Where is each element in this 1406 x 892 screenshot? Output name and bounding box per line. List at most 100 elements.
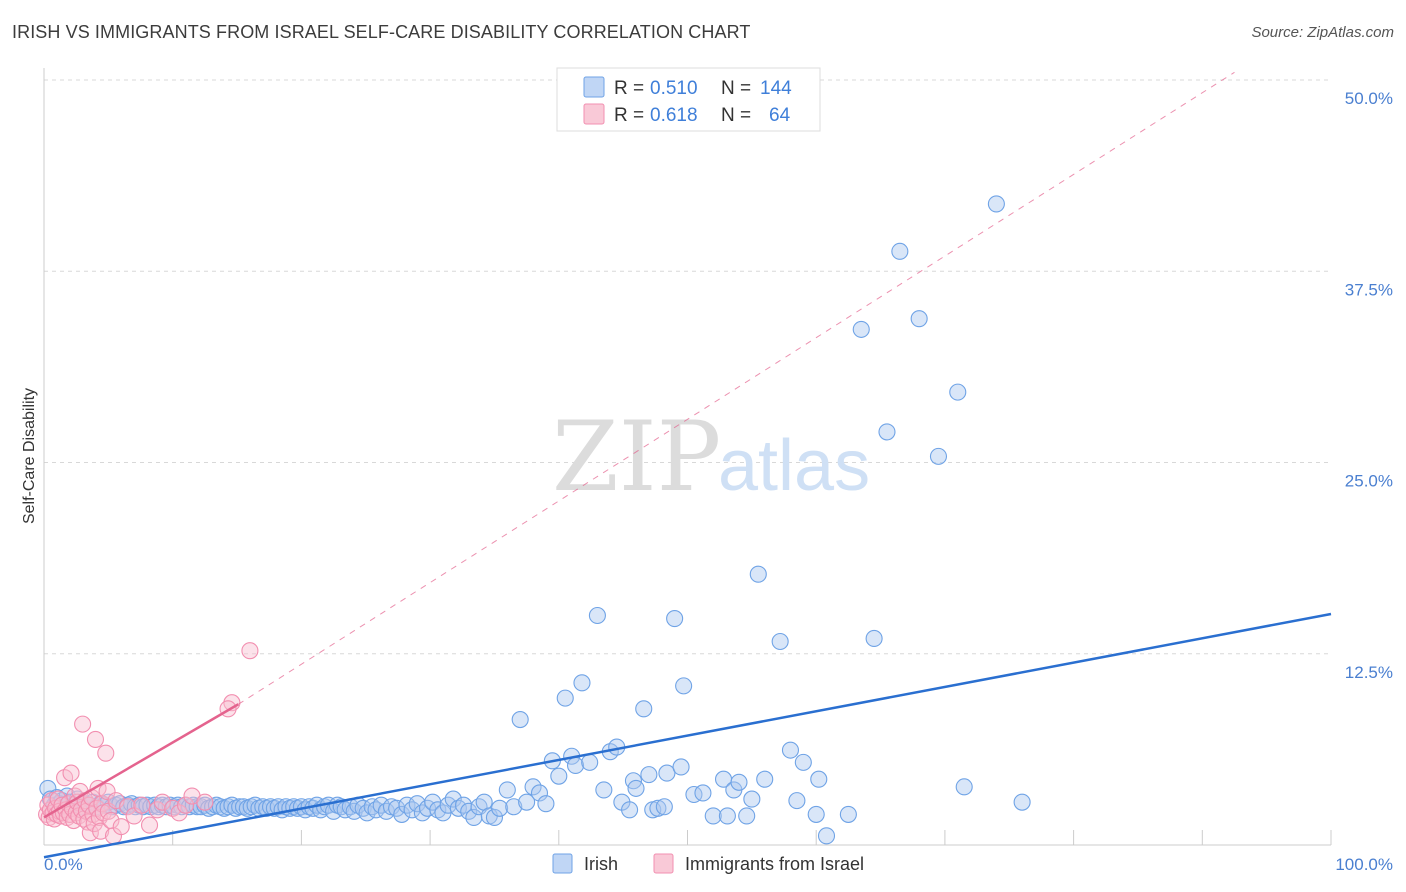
israel-trend-line [43,703,239,819]
x-tick-label-100: 100.0% [1335,855,1393,874]
irish-point-91 [393,805,411,823]
israel-series [38,642,259,845]
israel-point-51 [112,818,130,836]
israel-point-38 [86,730,105,748]
irish-point-98 [429,801,447,819]
irish-point-119 [550,767,568,785]
irish-point-170 [1013,793,1031,811]
legend-r-label-2: R = [614,105,644,126]
irish-point-116 [530,784,549,802]
irish-point-111 [498,781,516,799]
y-tick-label-2: 37.5% [1345,280,1393,299]
legend-r-value-2: 0.618 [650,105,698,126]
irish-point-123 [573,674,591,692]
y-axis-tick-labels: 12.5% 25.0% 37.5% 50.0% [1345,89,1393,682]
irish-point-156 [794,753,812,771]
irish-point-137 [655,798,673,816]
irish-point-113 [511,710,529,729]
irish-point-154 [781,741,800,759]
irish-point-115 [524,778,542,796]
irish-point-112 [505,798,523,816]
irish-series [39,195,1031,845]
irish-point-132 [627,779,645,797]
y-tick-label-0: 12.5% [1345,663,1393,682]
irish-point-146 [718,807,736,825]
irish-point-151 [749,565,767,583]
israel-point-55 [140,816,159,834]
irish-point-143 [694,784,712,802]
legend-swatch-irish [583,76,605,98]
irish-point-124 [581,753,599,771]
irish-point-136 [649,799,667,817]
chart-title: IRISH VS IMMIGRANTS FROM ISRAEL SELF-CAR… [12,22,751,42]
watermark: ZIP atlas [552,401,870,513]
israel-point-42 [92,822,110,840]
legend-n-value-1: 144 [760,78,792,99]
irish-point-166 [929,447,948,465]
irish-point-130 [621,801,639,819]
irish-point-159 [817,827,836,845]
israel-point-60 [177,796,195,814]
irish-point-133 [635,700,653,718]
irish-point-134 [640,766,658,784]
israel-point-45 [97,744,115,762]
watermark-atlas: atlas [718,426,870,506]
irish-point-122 [566,756,585,774]
israel-point-52 [119,798,137,816]
irish-point-139 [666,610,684,628]
irish-point-168 [955,778,973,796]
irish-point-138 [658,764,676,782]
irish-point-140 [672,758,690,776]
y-axis-label: Self-Care Disability [21,388,38,524]
irish-trend-line [43,612,1332,859]
israel-point-19 [62,764,80,782]
legend-n-label-1: N = [721,78,751,99]
y-tick-label-3: 50.0% [1345,89,1393,108]
irish-point-158 [810,770,828,788]
irish-point-141 [675,677,693,695]
bottom-legend: Irish Immigrants from Israel [552,853,864,874]
irish-point-114 [518,793,536,811]
irish-point-102 [449,799,467,817]
israel-point-62 [196,793,214,811]
bottom-legend-irish: Irish [584,854,618,874]
bottom-legend-swatch-israel [653,853,674,874]
irish-point-150 [743,790,761,808]
irish-point-169 [987,195,1005,213]
irish-point-125 [588,606,606,625]
y-tick-label-1: 25.0% [1345,472,1393,491]
legend-r-label-1: R = [614,78,644,99]
irish-point-101 [444,790,462,808]
legend-box: R = 0.510 N = 144 R = 0.618 N = 64 [556,67,821,132]
irish-point-110 [491,799,509,817]
israel-point-28 [74,715,92,733]
watermark-zip: ZIP [552,401,721,513]
trend-lines [43,71,1332,859]
israel-trend-extension [238,71,1235,705]
irish-point-161 [852,320,870,338]
irish-point-117 [537,795,555,813]
legend-r-value-1: 0.510 [650,78,698,99]
irish-point-163 [878,423,896,441]
bottom-legend-israel: Immigrants from Israel [685,854,864,874]
irish-point-152 [756,770,774,788]
irish-point-153 [771,632,789,651]
legend-n-value-2: 64 [769,105,791,126]
irish-point-167 [949,383,967,401]
bottom-legend-swatch-irish [552,853,573,874]
source-label: Source: ZipAtlas.com [1251,24,1394,41]
israel-point-54 [133,796,151,814]
israel-point-65 [241,642,259,660]
israel-point-57 [153,793,171,811]
irish-point-157 [807,805,825,823]
irish-point-120 [556,689,574,707]
legend-n-label-2: N = [721,105,751,126]
irish-point-155 [788,792,806,810]
irish-point-144 [704,807,722,825]
irish-point-109 [485,808,504,827]
irish-point-149 [738,807,756,825]
irish-point-126 [595,781,613,799]
irish-point-164 [891,242,909,260]
irish-point-148 [730,773,748,791]
irish-point-165 [910,310,928,328]
